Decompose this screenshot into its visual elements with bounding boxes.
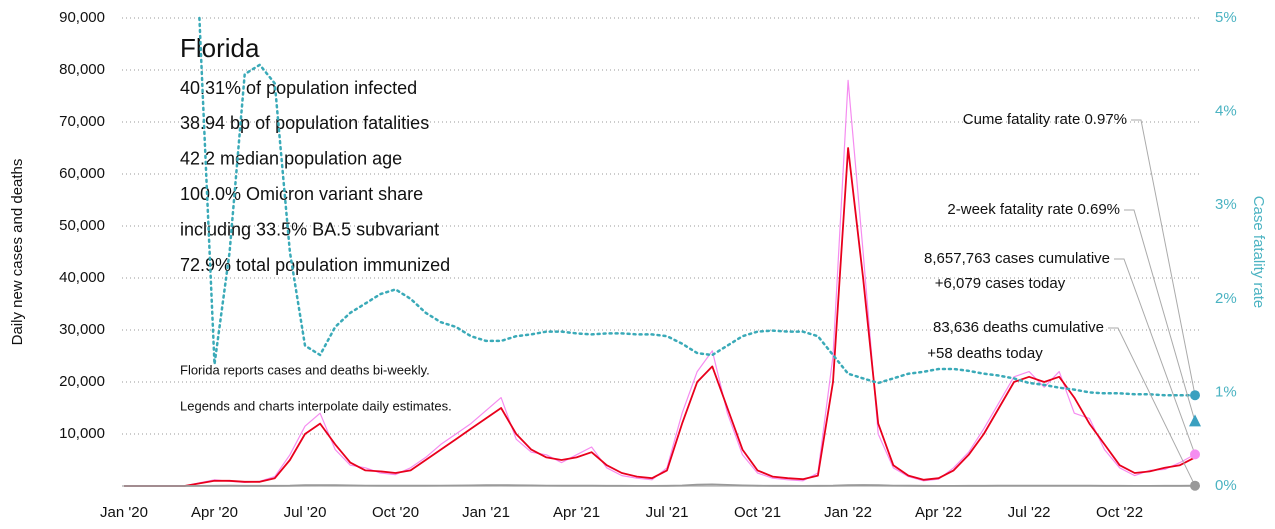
- x-tick-label: Oct '22: [1096, 504, 1143, 521]
- note: Legends and charts interpolate daily est…: [180, 398, 452, 413]
- x-tick-label: Jan '21: [462, 504, 510, 521]
- leader-line: [1114, 258, 1196, 455]
- x-tick-label: Jul '20: [284, 504, 327, 521]
- end-marker: [1190, 449, 1200, 460]
- y2-tick-label: 0%: [1215, 477, 1237, 494]
- y2-axis-label: Case fatality rate: [1250, 196, 1267, 309]
- end-marker: [1190, 390, 1200, 401]
- y-tick-label: 60,000: [59, 165, 105, 182]
- annotation-text: 83,636 deaths cumulative: [933, 319, 1104, 336]
- x-tick-label: Jul '21: [646, 504, 689, 521]
- y-tick-label: 20,000: [59, 373, 105, 390]
- annotation-text: +58 deaths today: [927, 345, 1043, 362]
- stat-line: 38.94 bp of population fatalities: [180, 113, 429, 133]
- leader-line: [1131, 119, 1196, 396]
- y2-tick-label: 1%: [1215, 383, 1237, 400]
- y-tick-label: 90,000: [59, 9, 105, 26]
- y2-tick-label: 3%: [1215, 196, 1237, 213]
- end-marker: [1189, 414, 1201, 427]
- x-tick-label: Jan '20: [100, 504, 148, 521]
- x-tick-label: Apr '22: [915, 504, 962, 521]
- annotation-text: 8,657,763 cases cumulative: [924, 250, 1110, 267]
- y-tick-label: 40,000: [59, 269, 105, 286]
- x-tick-label: Oct '21: [734, 504, 781, 521]
- x-tick-label: Jul '22: [1008, 504, 1051, 521]
- x-tick-label: Apr '21: [553, 504, 600, 521]
- x-tick-label: Jan '22: [824, 504, 872, 521]
- stat-line: 72.9% total population immunized: [180, 255, 450, 275]
- annotation-text: 2-week fatality rate 0.69%: [947, 201, 1120, 218]
- annotation-text: +6,079 cases today: [935, 275, 1066, 292]
- x-tick-label: Apr '20: [191, 504, 238, 521]
- stat-line: 100.0% Omicron variant share: [180, 184, 423, 204]
- series-line: [124, 147, 1196, 487]
- chart-title: Florida: [180, 33, 260, 63]
- series-line: [198, 16, 1197, 397]
- stat-line: 40.31% of population infected: [180, 78, 417, 98]
- annotation-text: Cume fatality rate 0.97%: [963, 111, 1127, 128]
- leader-line: [1124, 209, 1196, 422]
- stat-line: including 33.5% BA.5 subvariant: [180, 219, 439, 239]
- y-axis-label: Daily new cases and deaths: [9, 159, 26, 346]
- leader-line: [1108, 327, 1196, 486]
- note: Florida reports cases and deaths bi-week…: [180, 362, 430, 377]
- x-tick-label: Oct '20: [372, 504, 419, 521]
- y-tick-label: 30,000: [59, 321, 105, 338]
- y2-tick-label: 5%: [1215, 9, 1237, 26]
- y2-tick-label: 4%: [1215, 103, 1237, 120]
- series-line: [124, 483, 1196, 487]
- end-marker: [1190, 480, 1200, 491]
- y2-tick-label: 2%: [1215, 290, 1237, 307]
- stat-line: 42.2 median population age: [180, 149, 402, 169]
- y-tick-label: 80,000: [59, 61, 105, 78]
- y-tick-label: 10,000: [59, 425, 105, 442]
- y-tick-label: 50,000: [59, 217, 105, 234]
- y-tick-label: 70,000: [59, 113, 105, 130]
